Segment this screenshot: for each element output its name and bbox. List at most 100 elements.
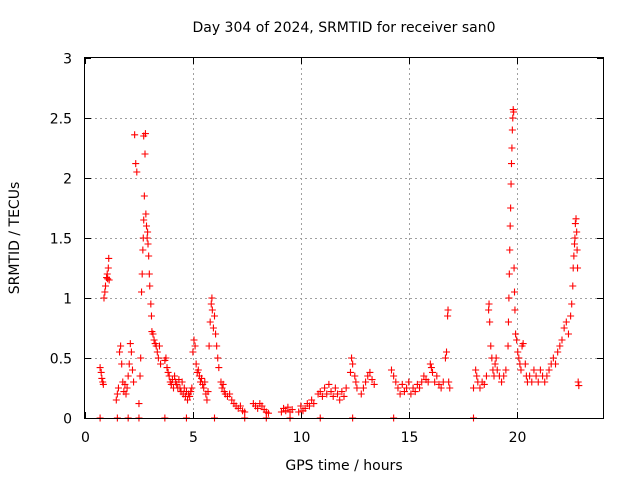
data-point [428,368,436,376]
data-point [507,160,515,168]
data-point [534,378,542,386]
data-point [508,126,516,134]
data-point [205,342,213,350]
data-point [510,264,518,272]
data-point [132,160,140,168]
data-point [445,378,453,386]
data-point [556,342,564,350]
data-point [143,234,151,242]
data-point [97,368,105,376]
data-point [194,366,202,374]
data-point [573,228,581,236]
data-point [515,354,523,362]
data-point [357,390,365,398]
data-point [213,342,221,350]
chart-title: Day 304 of 2024, SRMTID for receiver san… [192,20,495,36]
data-point [498,378,506,386]
data-point [136,372,144,380]
data-point [98,374,106,382]
data-point [147,300,155,308]
data-point [569,282,577,290]
data-point [505,270,513,278]
data-point [506,246,514,254]
data-point [342,384,350,392]
data-point [138,288,146,296]
data-point [506,222,514,230]
data-point [228,396,236,404]
data-point [570,252,578,260]
y-tick-label: 2.5 [50,112,72,128]
data-point [473,372,481,380]
data-point [545,366,553,374]
data-point [327,388,335,396]
data-point [349,360,357,368]
data-point [571,240,579,248]
data-point [338,388,346,396]
data-point [572,215,580,223]
data-point [124,372,132,380]
data-point [305,402,313,410]
data-point [398,380,406,388]
data-point [562,318,570,326]
data-point [574,264,582,272]
data-point [208,294,216,302]
data-point [308,396,316,404]
data-point [390,372,398,380]
y-tick-label: 1 [63,292,72,308]
data-point [568,300,576,308]
data-point [352,378,360,386]
data-point [508,144,516,152]
data-point [509,114,517,122]
data-point [521,360,529,368]
data-point [413,380,421,388]
data-point [526,372,534,380]
data-point [502,366,510,374]
data-point [208,306,216,314]
data-point [96,364,104,372]
data-point [353,384,361,392]
data-point [507,180,515,188]
data-point [420,372,428,380]
data-point [567,312,575,320]
data-point [180,384,188,392]
data-point [340,392,348,400]
data-point [219,380,227,388]
data-point [331,384,339,392]
data-point [189,348,197,356]
data-point [530,366,538,374]
data-point [574,378,582,386]
y-tick-label: 3 [63,52,72,68]
data-point [264,409,272,417]
data-point [362,378,370,386]
data-point [336,396,344,404]
data-point [190,336,198,344]
data-point [482,372,490,380]
data-point [150,336,158,344]
data-point [510,108,518,116]
data-point [321,384,329,392]
data-point [517,366,525,374]
data-point [564,330,572,338]
data-point [318,392,326,400]
data-point [394,384,402,392]
data-point [188,384,196,392]
data-point [500,372,508,380]
data-point [130,378,138,386]
data-point [504,342,512,350]
data-point [558,336,566,344]
data-point [186,392,194,400]
data-point [504,318,512,326]
data-point [127,348,135,356]
data-point [541,378,549,386]
data-point [178,378,186,386]
data-point [154,354,162,362]
data-point [145,270,153,278]
data-point [310,400,318,408]
data-point [435,380,443,388]
data-point [137,354,145,362]
data-point [431,378,439,386]
data-point [105,254,113,262]
data-point [114,384,122,392]
data-point [370,380,378,388]
data-point [359,384,367,392]
